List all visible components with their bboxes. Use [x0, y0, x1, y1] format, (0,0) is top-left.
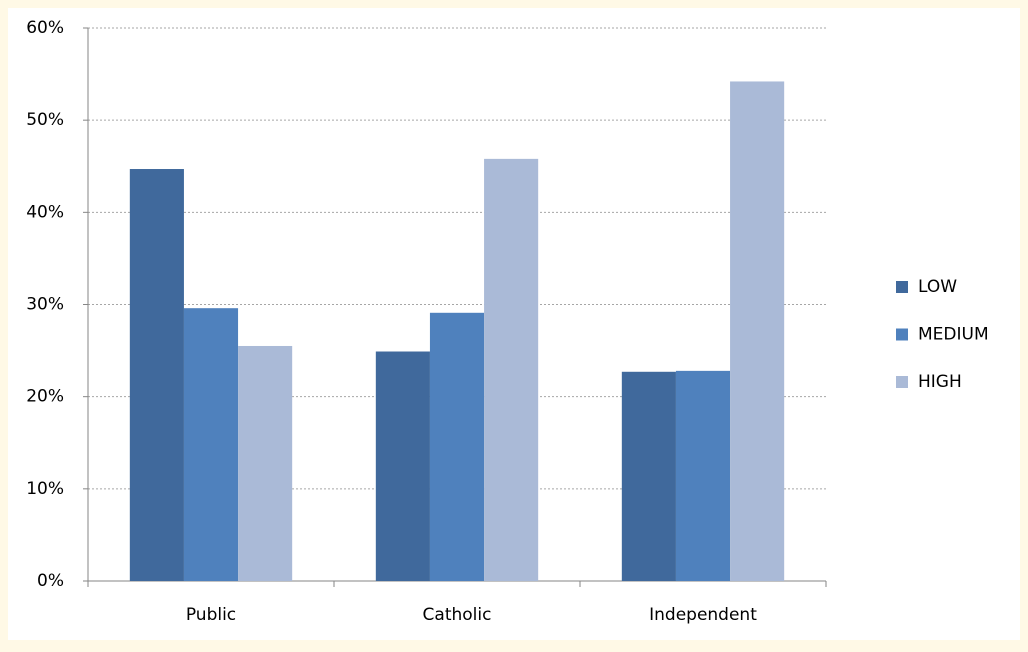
legend-label: HIGH — [918, 372, 962, 392]
bar — [375, 351, 430, 581]
y-tick-label: 0% — [37, 571, 64, 591]
y-tick-label: 60% — [26, 18, 64, 38]
legend-swatch — [896, 376, 908, 388]
bar — [621, 371, 676, 581]
y-tick-label: 50% — [26, 110, 64, 130]
legend-label: LOW — [918, 277, 957, 297]
x-tick-label: Public — [186, 605, 236, 625]
x-tick-label: Catholic — [423, 605, 492, 625]
legend-label: MEDIUM — [918, 325, 989, 345]
y-tick-label: 20% — [26, 387, 64, 407]
bar — [730, 81, 785, 581]
bar — [238, 345, 293, 581]
bar — [129, 169, 184, 581]
y-tick-label: 40% — [26, 202, 64, 222]
bar — [484, 158, 539, 582]
legend-swatch — [896, 328, 908, 341]
y-tick-label: 30% — [26, 295, 64, 315]
bar — [675, 370, 731, 581]
y-tick-label: 10% — [26, 479, 64, 499]
legend-swatch — [896, 281, 908, 293]
bar — [183, 308, 239, 581]
x-tick-label: Independent — [649, 605, 757, 625]
bar — [429, 312, 485, 581]
